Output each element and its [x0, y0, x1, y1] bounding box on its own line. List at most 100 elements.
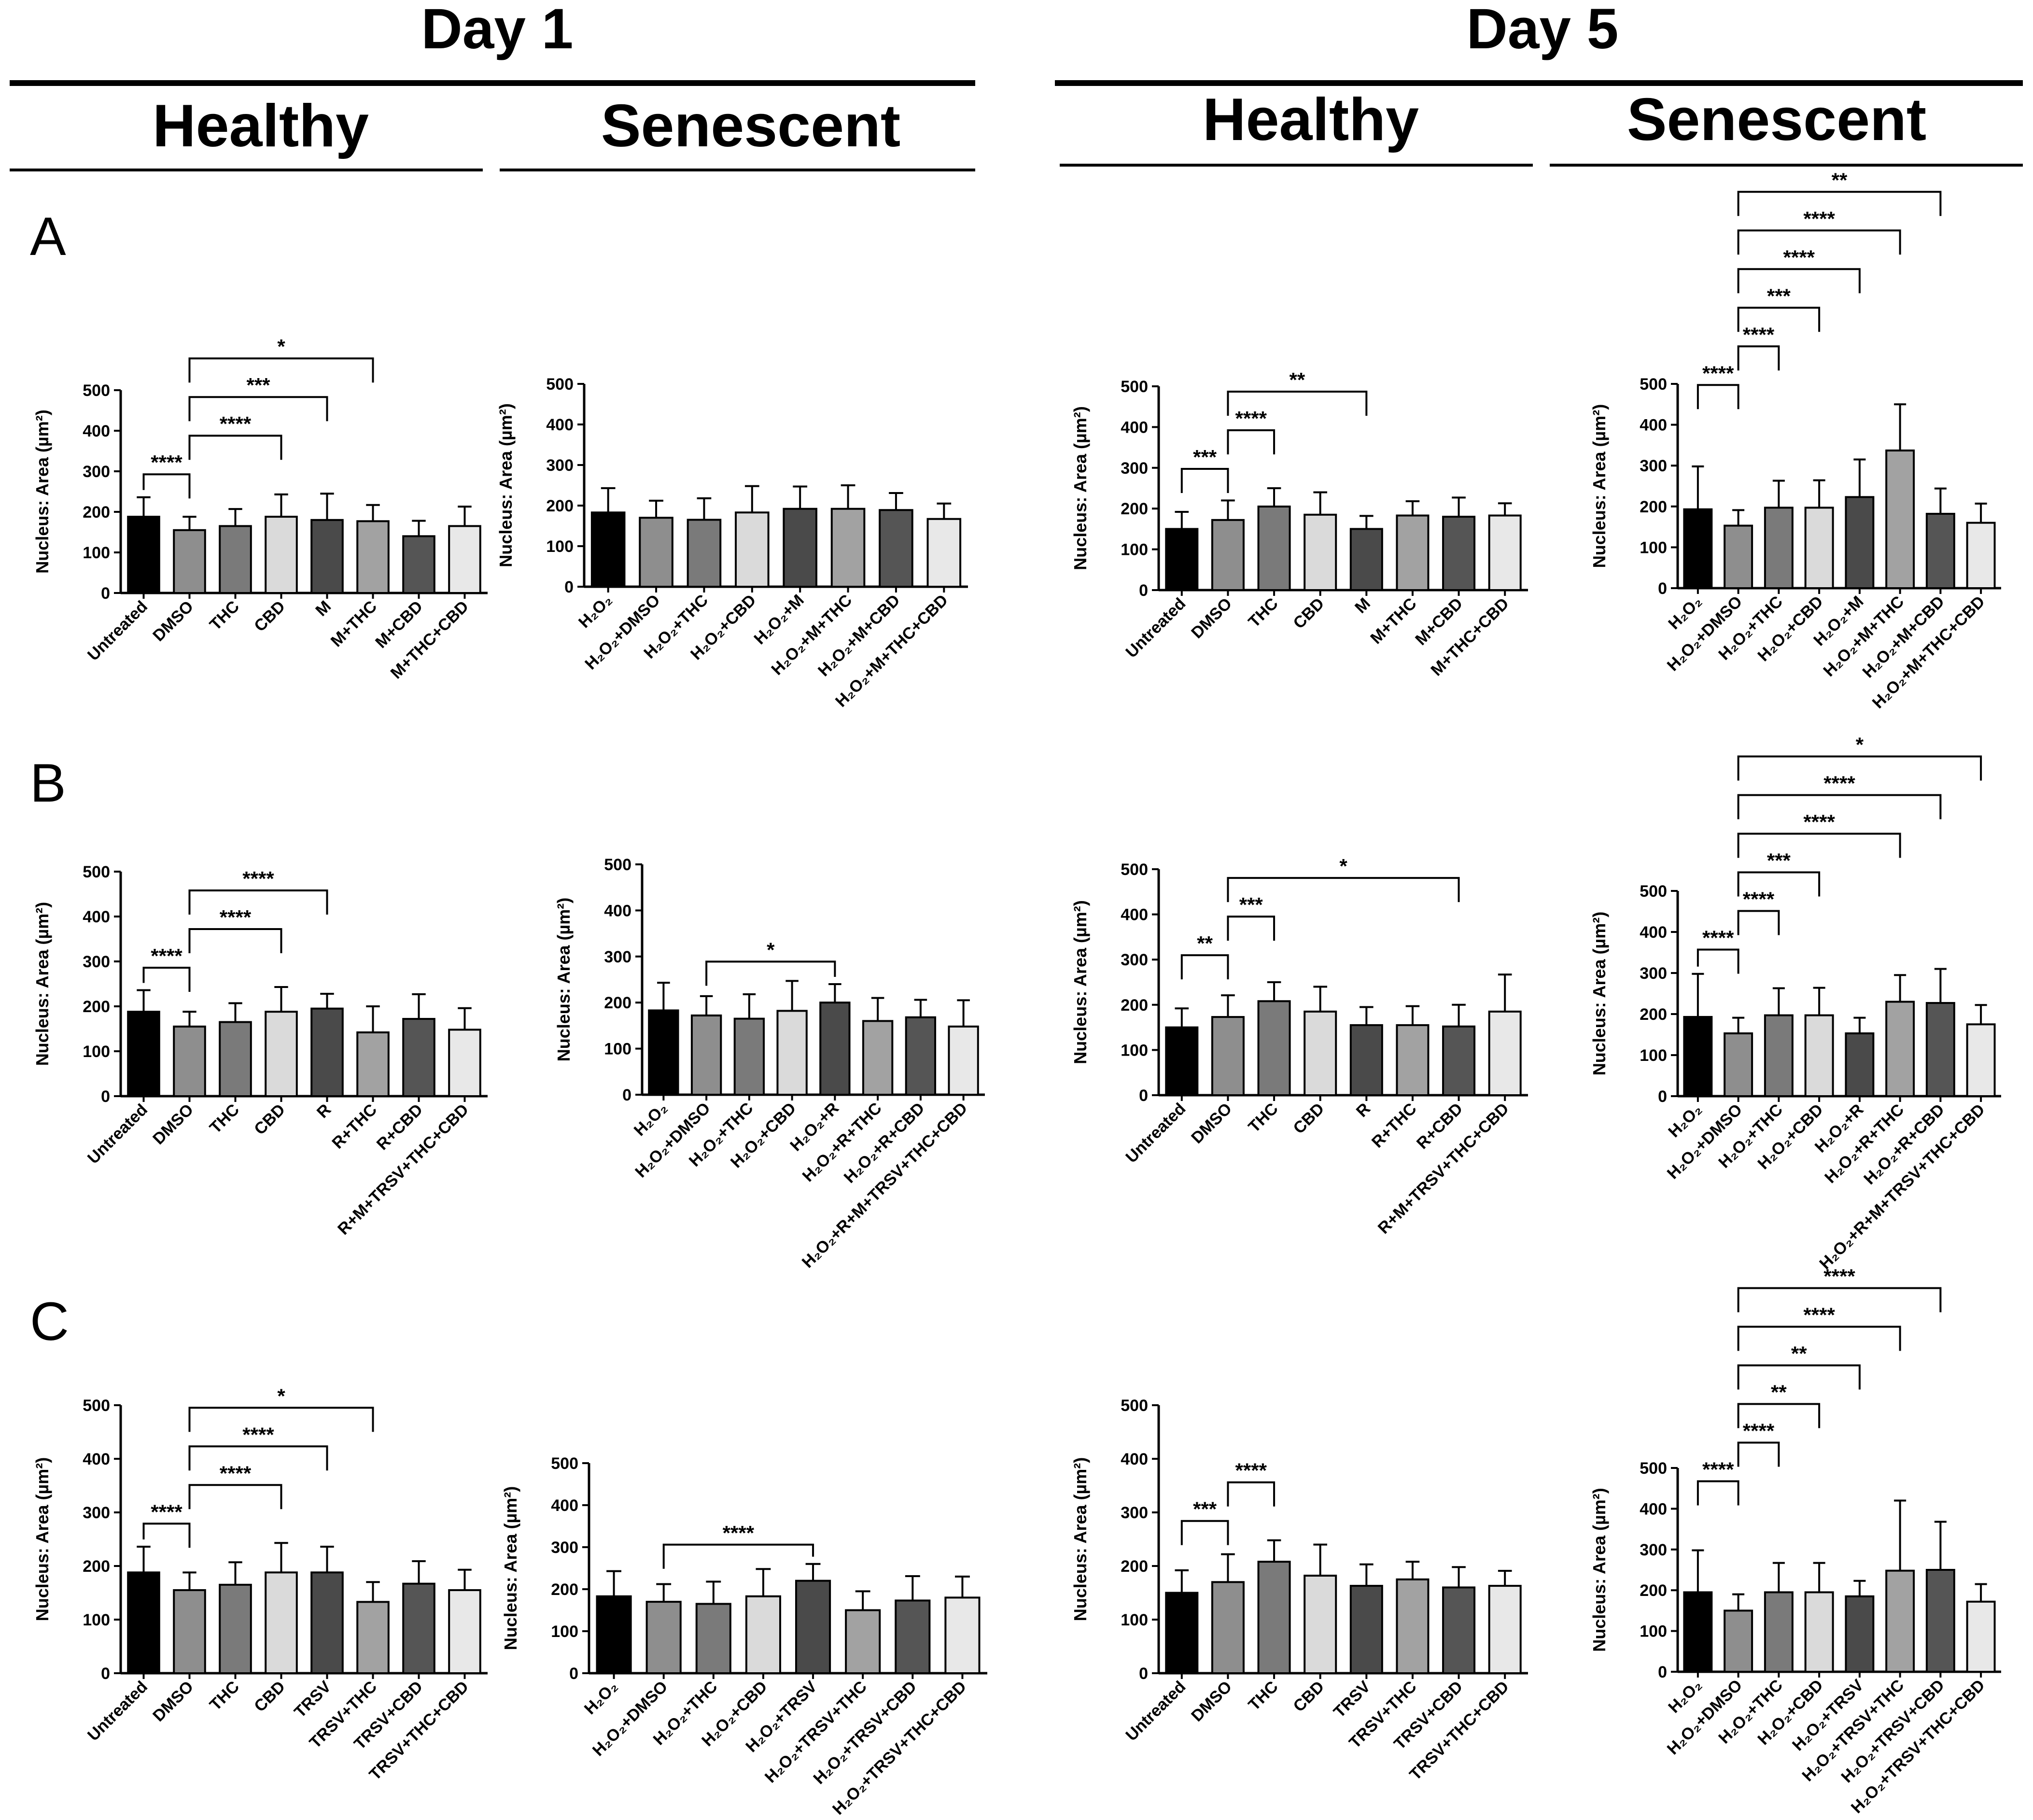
bar [596, 1595, 632, 1675]
bar [695, 1603, 731, 1674]
category-label: H₂O₂ [581, 1678, 621, 1718]
significance-bracket [1737, 268, 1861, 294]
significance-label: **** [1702, 927, 1734, 949]
significance-label: **** [1743, 323, 1775, 346]
significance-bracket [1227, 391, 1368, 416]
significance-label: **** [1702, 1458, 1734, 1481]
category-label: Untreated [84, 597, 151, 664]
bar [1764, 1591, 1794, 1673]
bar [1845, 1595, 1875, 1673]
y-tick-label: 0 [1139, 581, 1148, 600]
y-tick-label: 200 [551, 1580, 578, 1599]
significance-label: **** [242, 1423, 274, 1446]
y-tick-label: 0 [101, 1087, 110, 1106]
y-tick-label: 200 [604, 994, 631, 1012]
category-label: Untreated [1122, 1678, 1189, 1745]
significance-label: **** [1823, 1265, 1855, 1288]
bar [639, 517, 673, 588]
significance-label: **** [151, 1500, 182, 1523]
significance-bracket [188, 357, 374, 383]
y-tick-label: 0 [1139, 1086, 1148, 1105]
y-tick-label: 200 [1640, 498, 1667, 516]
y-tick-label: 500 [83, 863, 110, 881]
significance-bracket [1737, 1364, 1861, 1390]
bar [1442, 1586, 1476, 1674]
bar [127, 1011, 160, 1097]
y-axis-label: Nucleus: Area (µm²) [1589, 404, 1609, 568]
bar [926, 518, 962, 588]
bar [645, 1601, 682, 1675]
bar [690, 1014, 722, 1096]
bar [173, 1589, 206, 1674]
significance-bracket [1180, 1520, 1229, 1545]
significance-label: **** [1235, 1459, 1267, 1482]
y-tick-label: 0 [101, 584, 110, 603]
y-axis-label: Nucleus: Area (µm²) [1070, 406, 1090, 570]
bar [1885, 449, 1915, 589]
category-label: TRSV [291, 1678, 335, 1721]
category-label: H₂O₂+DMSO [631, 1099, 714, 1181]
significance-label: **** [220, 906, 252, 929]
bar [830, 508, 866, 588]
bar [1804, 1014, 1834, 1098]
bar [1165, 1026, 1199, 1097]
category-label: THC [206, 597, 243, 634]
significance-bracket [1737, 794, 1942, 819]
bar [310, 1571, 344, 1675]
y-tick-label: 0 [1658, 1663, 1667, 1681]
significance-label: **** [242, 867, 274, 890]
significance-bracket [188, 928, 282, 954]
significance-label: ** [1791, 1342, 1807, 1365]
significance-bracket [188, 435, 282, 460]
charts: 0 100 200 300 400 500 Nucleus: Area (µm²) Untre… [32, 169, 2001, 1819]
y-tick-label: 500 [604, 856, 631, 874]
category-label: M [1351, 594, 1374, 617]
y-tick-label: 400 [546, 416, 574, 434]
bar [1764, 1014, 1794, 1098]
y-tick-label: 300 [1121, 459, 1148, 478]
row-label-a: A [30, 206, 66, 267]
category-label: THC [1245, 594, 1281, 631]
bar [356, 1031, 390, 1097]
significance-label: **** [1823, 772, 1855, 795]
significance-label: **** [1783, 246, 1815, 268]
category-label: CBD [251, 1100, 289, 1139]
category-label: DMSO [1188, 594, 1235, 642]
significance-bracket [1737, 345, 1780, 371]
bar [356, 1601, 390, 1675]
bar [1304, 1010, 1337, 1097]
y-tick-label: 100 [1121, 541, 1148, 559]
bar [402, 1582, 435, 1674]
bar [944, 1596, 981, 1674]
bar [776, 1010, 808, 1096]
y-tick-label: 400 [1640, 416, 1667, 435]
significance-bracket [1737, 191, 1942, 216]
bar [1925, 1002, 1955, 1098]
y-tick-label: 200 [1121, 996, 1148, 1015]
category-label: R [1353, 1100, 1374, 1121]
significance-bracket [1697, 1480, 1739, 1506]
y-tick-label: 200 [83, 1557, 110, 1576]
significance-label: *** [1239, 893, 1263, 916]
bar [1804, 1591, 1834, 1673]
y-tick-label: 100 [83, 1043, 110, 1061]
significance-label: * [277, 335, 285, 358]
y-tick-label: 100 [83, 544, 110, 562]
significance-bracket [1737, 755, 1982, 781]
bar [265, 516, 298, 594]
bar [1724, 1032, 1753, 1097]
significance-bracket [662, 1543, 814, 1569]
bar [1966, 1023, 1996, 1097]
category-label: DMSO [1188, 1100, 1235, 1147]
chart-A-d1-senescent: 0 100 200 300 400 500 Nucleus: Area (µm²) H₂O₂ H… [496, 375, 968, 711]
significance-label: * [277, 1384, 285, 1407]
bar [1845, 1032, 1875, 1097]
bar [265, 1571, 298, 1675]
category-label: M [312, 597, 335, 620]
significance-label: ** [1290, 368, 1305, 391]
significance-label: **** [1702, 362, 1734, 384]
significance-label: **** [151, 945, 182, 967]
